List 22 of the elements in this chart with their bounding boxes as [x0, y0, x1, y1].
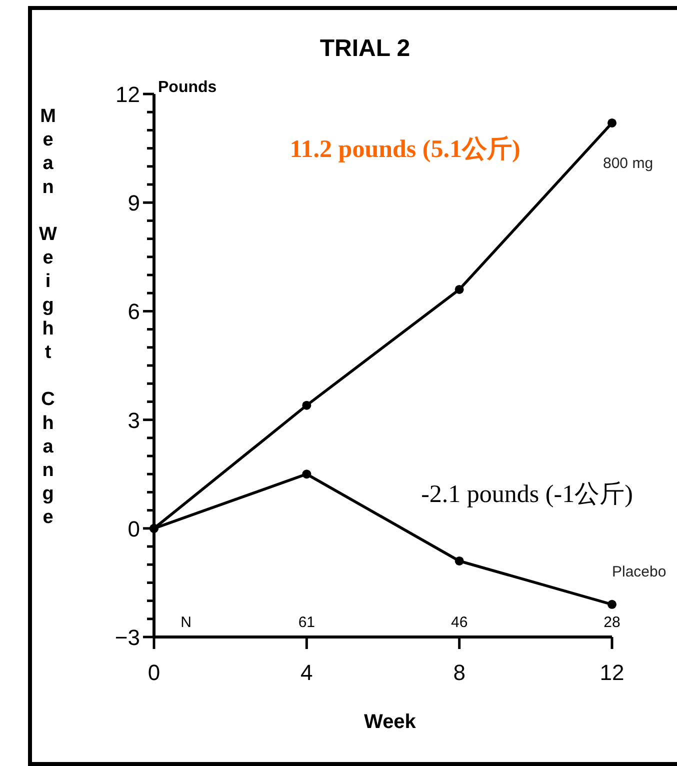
- y-tick-label: 9: [128, 190, 140, 216]
- series-label: Placebo: [612, 563, 666, 580]
- chart-title: TRIAL 2: [320, 35, 410, 62]
- annotation: -2.1 pounds (-1公斤): [421, 481, 633, 508]
- y-tick-label: 0: [128, 516, 140, 542]
- y-tick-label: 6: [128, 299, 140, 324]
- x-tick-label: 4: [300, 660, 313, 685]
- y-tick-label: 12: [116, 82, 140, 107]
- annotation: 28: [604, 614, 620, 631]
- x-axis-title: Week: [364, 711, 417, 733]
- x-tick-label: 8: [453, 660, 466, 685]
- annotation: 11.2 pounds (5.1公斤): [290, 135, 520, 163]
- x-tick-label: 0: [148, 660, 160, 685]
- text: Mean Weight Change: [39, 106, 57, 528]
- annotation: Pounds: [158, 79, 217, 96]
- annotation: 61: [298, 614, 316, 631]
- y-tick-label: 3: [128, 408, 140, 433]
- annotation: N: [180, 614, 192, 631]
- annotation: 46: [450, 614, 468, 631]
- y-tick-label: −3: [114, 625, 140, 650]
- x-tick-label: 12: [600, 660, 624, 685]
- series-label: 800 mg: [603, 154, 654, 172]
